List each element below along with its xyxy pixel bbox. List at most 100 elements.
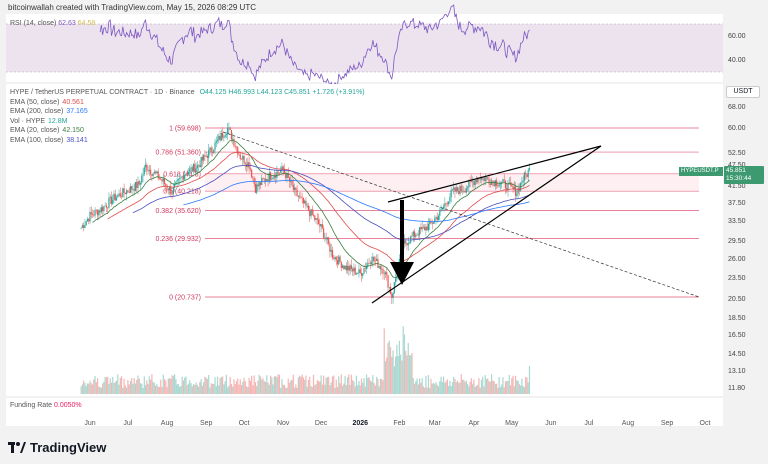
volume-bar (410, 355, 412, 394)
candle-body (494, 180, 496, 187)
candle-body (344, 265, 346, 269)
candle-body (374, 260, 377, 262)
volume-bar (214, 377, 216, 394)
volume-bar (497, 387, 499, 394)
volume-bar (358, 381, 360, 394)
candle-body (477, 177, 479, 183)
candle-body (512, 186, 514, 189)
volume-bar (522, 385, 524, 394)
volume-bar (436, 384, 438, 394)
candle-body (488, 179, 490, 184)
volume-bar (235, 381, 238, 394)
volume-bar (526, 377, 528, 394)
volume-bar (230, 383, 233, 394)
volume-bar (153, 382, 156, 394)
volume-bar (278, 375, 281, 394)
candle-body (310, 209, 312, 217)
candle-body (113, 193, 115, 200)
time-axis[interactable]: Jun Jul Aug Sep Oct Nov Dec 2026 Feb Mar Apr May Jun… (84, 420, 710, 427)
volume-bar (195, 382, 197, 394)
candle-body (521, 182, 523, 184)
candle-body (258, 182, 260, 187)
candle-body (234, 145, 236, 147)
rsi-value2: 64.58 (77, 20, 96, 27)
volume-bar (335, 379, 337, 394)
candle-body (151, 174, 153, 176)
volume-bar (393, 366, 395, 394)
volume-bar (161, 386, 163, 394)
candle-body (444, 203, 446, 207)
symbol-title[interactable]: HYPE / TetherUS PERPETUAL CONTRACT · 1D … (10, 89, 195, 96)
volume-bar (271, 377, 273, 394)
candle-body (293, 187, 296, 190)
volume-bar (83, 380, 85, 394)
volume-bar (446, 379, 448, 394)
volume-bar (427, 374, 430, 394)
volume-bar (228, 385, 230, 394)
price-axis[interactable]: 68.00 60.00 52.50 47.50 41.50 37.50 33.50 29.50… (728, 104, 746, 392)
volume-bar (488, 381, 490, 394)
volume-bar (455, 382, 457, 394)
price-tick-label: 13.10 (728, 368, 746, 375)
ema200-line (183, 179, 530, 223)
volume-bar (354, 386, 356, 394)
volume-bar (400, 354, 402, 394)
candle-body (338, 256, 340, 265)
volume-bar (151, 374, 153, 394)
currency-selector[interactable]: USDT (726, 86, 760, 98)
candle-body (100, 207, 102, 213)
candle-body (108, 198, 110, 208)
candle-body (407, 242, 409, 246)
volume-bar (253, 375, 255, 394)
volume-bar (396, 344, 398, 394)
candle-body (336, 260, 339, 265)
volume-bar (275, 376, 277, 394)
volume-bar (340, 374, 342, 394)
candle-body (474, 180, 476, 186)
volume-bar (191, 386, 193, 394)
candle-body (191, 167, 193, 172)
volume-bar (133, 378, 135, 394)
volume-bar (185, 376, 187, 394)
volume-bar (373, 383, 375, 394)
volume-bar (243, 377, 245, 394)
candle-body (185, 173, 187, 175)
volume-bar (147, 383, 149, 394)
candle-body (146, 164, 148, 171)
candle-body (204, 155, 206, 157)
volume-bar (403, 334, 406, 394)
candle-body (290, 180, 292, 182)
volume-bar (513, 386, 515, 394)
time-tick-label: Dec (315, 420, 328, 427)
volume-bar (248, 377, 250, 394)
volume-bar (474, 386, 476, 394)
candle-body (341, 265, 344, 268)
candle-body (325, 237, 327, 240)
candle-body (493, 181, 495, 187)
volume-bar (377, 379, 379, 394)
candle-body (364, 268, 366, 269)
volume-bar (137, 375, 139, 394)
volume-bar (291, 379, 293, 394)
candle-body (152, 173, 154, 176)
volume-bar (292, 374, 294, 394)
down-arrow-icon (390, 200, 414, 285)
volume-bar (184, 377, 186, 394)
candle-body (470, 180, 472, 182)
volume-bar (527, 382, 529, 394)
candle-body (527, 170, 529, 177)
price-tick-label: 29.50 (728, 238, 746, 245)
candle-body (114, 193, 116, 201)
candle-body (174, 184, 176, 188)
volume-bar (511, 378, 513, 394)
rsi-tick-label: 40.00 (728, 57, 746, 64)
tradingview-logo-icon (8, 442, 26, 453)
volume-bar (412, 378, 414, 394)
candle-body (211, 152, 214, 153)
fib-level-label: 1 (59.698) (169, 126, 201, 133)
time-tick-label: Feb (393, 420, 405, 427)
candle-body (86, 218, 89, 222)
candle-body (458, 190, 460, 195)
volume-bar (352, 380, 354, 394)
